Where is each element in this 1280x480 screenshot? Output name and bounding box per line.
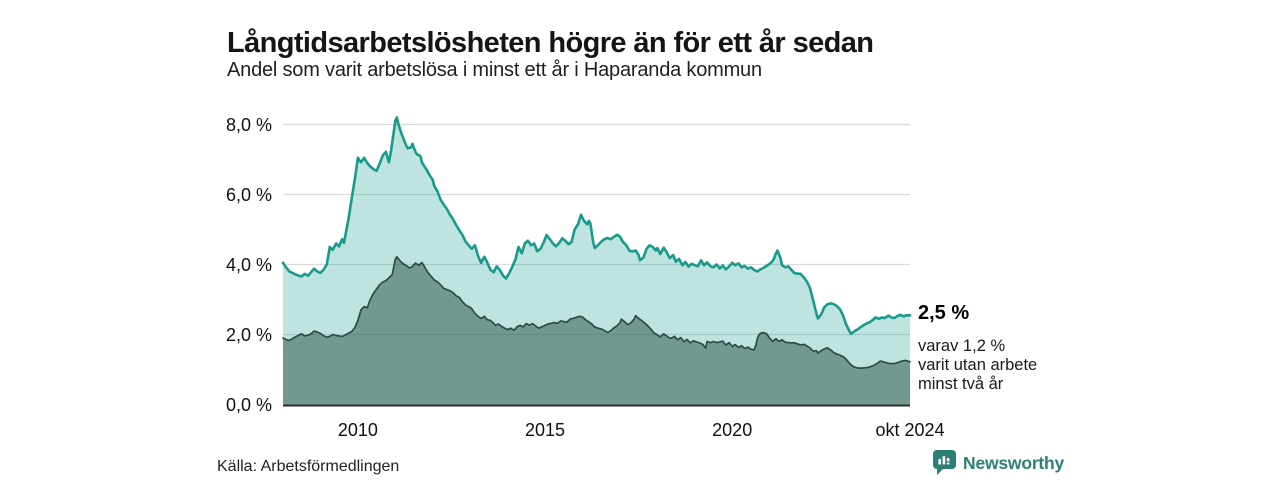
annotation-note-line: minst två år: [918, 375, 1004, 393]
chart-subtitle: Andel som varit arbetslösa i minst ett å…: [227, 59, 762, 81]
newsworthy-logo-icon: [933, 450, 956, 475]
source-line: Källa: Arbetsförmedlingen: [217, 458, 400, 475]
x-tick-label: 2015: [524, 420, 566, 440]
area-fill-series-2: [283, 256, 910, 405]
annotation-note-line: varav 1,2 %: [918, 337, 1006, 355]
newsworthy-logo-text: Newsworthy: [963, 453, 1065, 473]
y-tick-label: 8,0 %: [225, 114, 272, 135]
y-tick-label: 0,0 %: [225, 394, 272, 415]
line-series-1: [281, 116, 912, 336]
y-tick-label: 2,0 %: [225, 324, 272, 345]
x-tick-label: okt 2024: [875, 420, 945, 440]
x-tick-label: 2010: [337, 420, 378, 440]
line-series-2: [282, 255, 911, 369]
y-tick-label: 6,0 %: [225, 184, 272, 205]
annotation-note-line: varit utan arbete: [918, 356, 1038, 374]
newsworthy-logo[interactable]: Newsworthy: [933, 450, 1064, 477]
page-title: Långtidsarbetslösheten högre än för ett …: [227, 27, 874, 60]
x-tick-label: 2020: [712, 420, 753, 440]
annotation-latest-value: 2,5 %: [918, 302, 970, 324]
y-tick-label: 4,0 %: [225, 254, 272, 275]
annotation-note: varav 1,2 % varit utan arbete minst två år: [918, 337, 1037, 394]
